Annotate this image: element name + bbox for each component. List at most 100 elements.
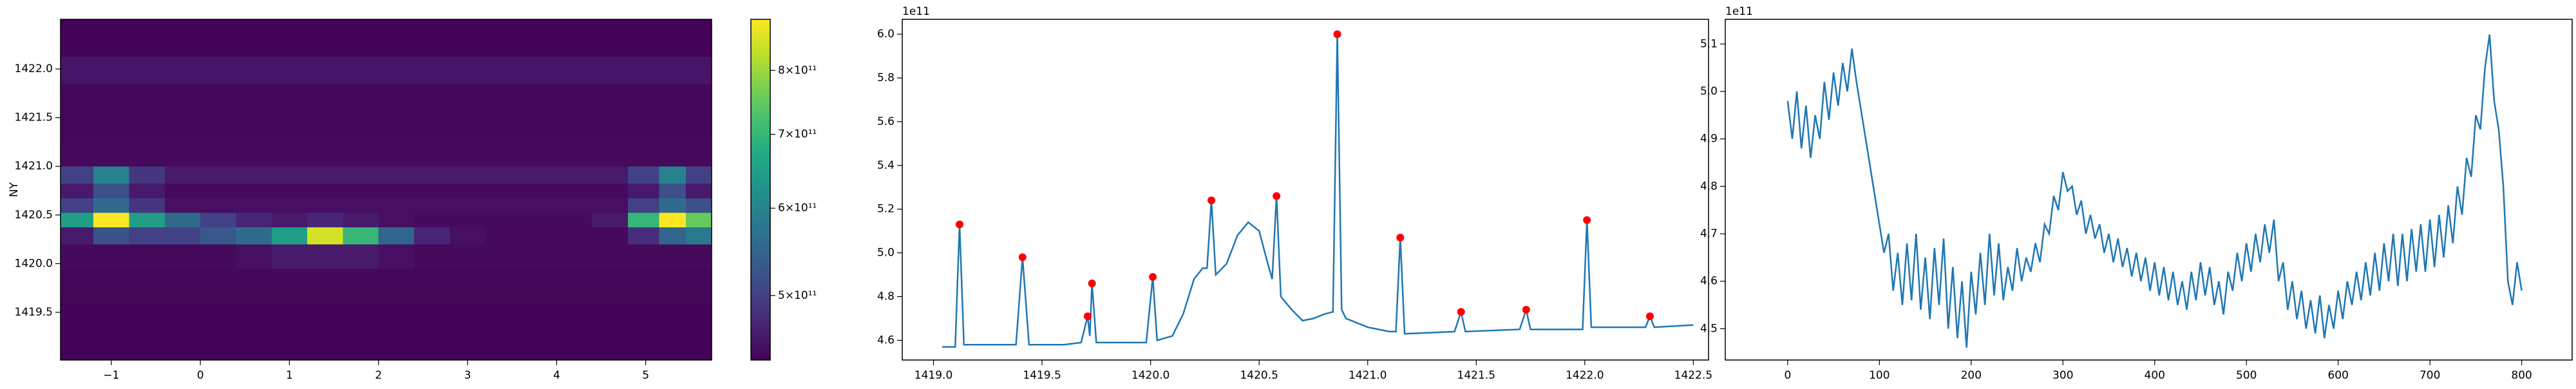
heatmap-cell [378,19,415,57]
heatmap-cell [236,183,272,198]
heatmap-cell [627,166,659,184]
heatmap-cell [164,19,201,57]
heatmap-cell [93,19,129,57]
heatmap-cell [485,298,522,328]
heatmap-cell [556,198,593,213]
heatmap-cell [200,268,236,298]
heatmap-cell [592,166,629,184]
heatmap-cell [378,142,415,167]
heatmap-cell [129,268,166,298]
heatmap-cell [61,213,94,228]
heatmap-cell [164,198,201,213]
heatmap-cell [236,244,272,269]
x-tick-label: 1419.0 [914,369,952,382]
y-tick-label: 4.5 [1700,322,1718,335]
heatmap-cell [450,298,486,328]
axes-frame [60,19,712,361]
heatmap-cell [414,213,450,228]
peak-marker [1083,312,1092,321]
x-tick-label: 1420.0 [1132,369,1170,382]
heatmap-cell [271,142,308,167]
heatmap-cell [378,227,415,245]
y-axis-label: NY [8,182,21,197]
heatmap-cell [200,213,236,228]
heatmap-cell [627,57,659,84]
heatmap-cell [271,166,308,184]
heatmap-cell [378,183,415,198]
heatmap-cell [627,244,659,269]
heatmap-cell [378,166,415,184]
heatmap-cell [343,268,379,298]
axes-frame [902,19,1709,361]
heatmap-cell [556,268,593,298]
heatmap-cell [343,83,379,113]
heatmap-cell [378,268,415,298]
heatmap-cell [129,83,166,113]
heatmap-cell [271,198,308,213]
heatmap-cell [378,83,415,113]
heatmap-cell [685,57,712,84]
heatmap-cell [556,244,593,269]
peak-marker [1088,280,1096,288]
x-tick-label: 100 [1869,369,1889,382]
heatmap-cell [200,198,236,213]
heatmap-cell [236,327,272,361]
heatmap-cell [129,298,166,328]
heatmap-cell [129,19,166,57]
heatmap-cell [271,113,308,142]
heatmap-cell [556,213,593,228]
heatmap-cell [236,142,272,167]
heatmap-cell [592,213,629,228]
heatmap-cell [343,298,379,328]
heatmap-cell [378,298,415,328]
x-tick-label: 600 [2327,369,2348,382]
heatmap-cell [236,198,272,213]
y-tick-label: 4.8 [1700,180,1718,193]
heatmap-cell [521,19,557,57]
heatmap-cell [61,142,94,167]
heatmap-cell [343,244,379,269]
x-tick-label: 1422.5 [1674,369,1712,382]
heatmap-cell [307,166,343,184]
heatmap-cell [307,327,343,361]
heatmap-cell [627,327,659,361]
heatmap-cell [485,327,522,361]
y-tick-label: 5.1 [1700,37,1718,50]
heatmap-cell [93,198,129,213]
heatmap-cell [592,227,629,245]
heatmap-cell [521,57,557,84]
heatmap-cell [521,113,557,142]
heatmap-cell [378,213,415,228]
heatmap-cell [343,113,379,142]
heatmap-cell [200,166,236,184]
heatmap-cell [556,183,593,198]
y-tick-label: 5.0 [1700,85,1718,98]
heatmap-cell [485,57,522,84]
peak-marker [1208,196,1216,205]
heatmap-cell [307,244,343,269]
y-tick-label: 4.9 [1700,133,1718,146]
heatmap-cell [414,57,450,84]
heatmap-cell [414,198,450,213]
heatmap-cell [200,298,236,328]
heatmap-cell [236,298,272,328]
heatmap-cell [271,19,308,57]
heatmap-cell [659,57,687,84]
heatmap-cell [378,327,415,361]
peak-marker [1645,312,1654,321]
heatmap-cell [521,213,557,228]
heatmap-cell [521,166,557,184]
heatmap-cell [61,244,94,269]
heatmap-cell [685,113,712,142]
heatmap-cell [592,113,629,142]
heatmap-cell [236,268,272,298]
heatmap-cell [343,213,379,228]
heatmap-cell [659,83,687,113]
heatmap-cell [485,227,522,245]
heatmap-cell [93,268,129,298]
heatmap-cell [659,268,687,298]
y-tick-label: 5.4 [877,159,895,172]
heatmap-cell [271,268,308,298]
x-tick-label: 1 [286,369,293,382]
colorbar-tick-label: 6×10¹¹ [778,202,817,214]
